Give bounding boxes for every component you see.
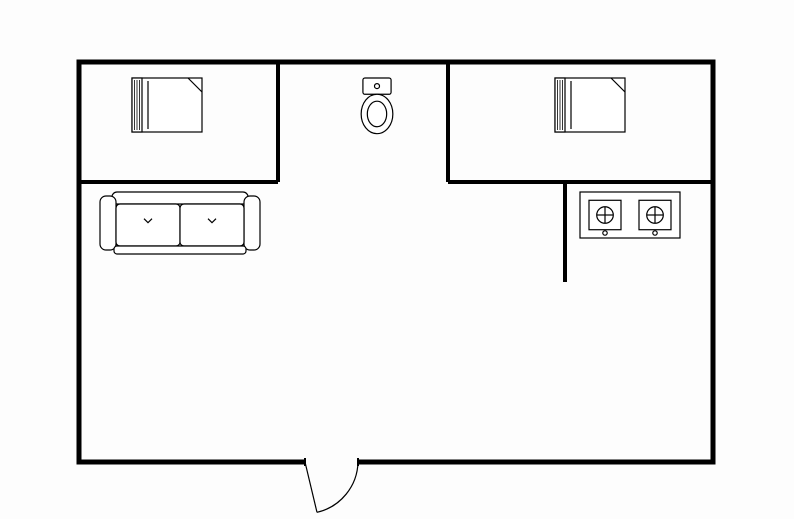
sofa-icon <box>100 192 260 254</box>
cooktop-icon <box>580 192 680 238</box>
toilet-icon <box>361 78 393 134</box>
bed-left-icon <box>132 78 202 132</box>
bed-right-icon <box>555 78 625 132</box>
entry-door <box>305 462 358 512</box>
